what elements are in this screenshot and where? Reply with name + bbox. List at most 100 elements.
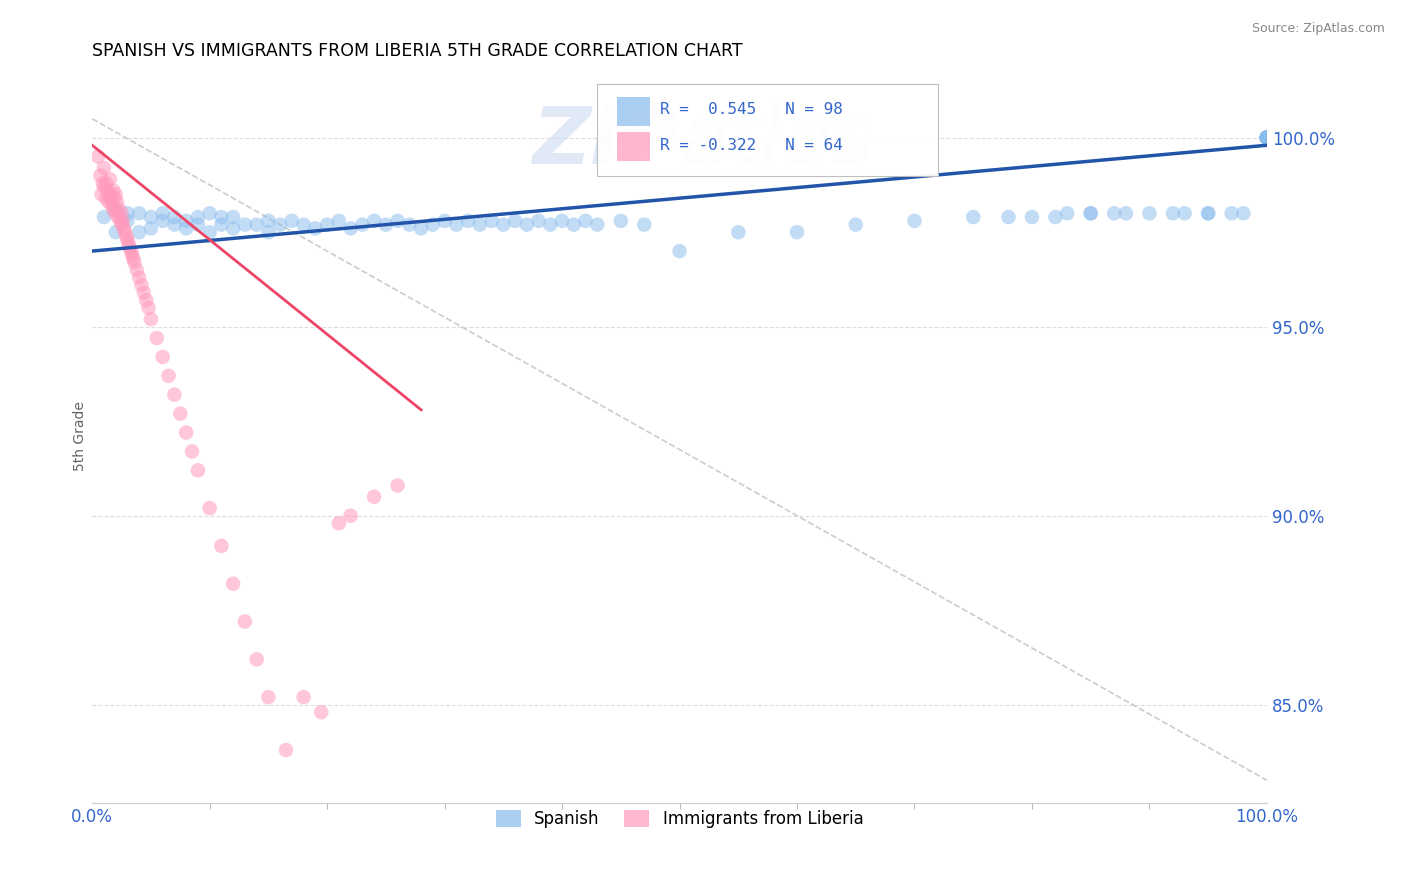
Text: atlas: atlas [679,103,875,181]
Point [786,225,808,239]
Point [446,218,468,232]
Point [118,240,141,254]
Point [163,210,186,224]
Point [96,176,118,190]
Point [128,206,150,220]
Point [586,218,609,232]
Point [125,263,148,277]
Point [198,225,221,239]
Point [257,690,280,705]
Point [122,252,145,266]
Point [633,218,655,232]
Point [91,176,114,190]
Point [292,690,315,705]
Point [93,161,115,175]
Point [233,218,256,232]
Point [93,210,115,224]
Point [110,206,132,220]
Text: R = -0.322   N = 64: R = -0.322 N = 64 [659,137,842,153]
Point [128,225,150,239]
Point [108,202,131,217]
Point [198,501,221,516]
Point [246,652,269,666]
Point [110,214,132,228]
Point [1256,130,1278,145]
Point [107,210,129,224]
FancyBboxPatch shape [617,132,650,161]
Point [114,225,136,239]
Point [503,214,526,228]
Point [181,444,204,458]
Point [174,425,197,440]
Point [103,202,125,217]
Point [1256,130,1278,145]
Point [903,214,925,228]
Point [1197,206,1219,220]
Point [90,187,112,202]
Text: SPANISH VS IMMIGRANTS FROM LIBERIA 5TH GRADE CORRELATION CHART: SPANISH VS IMMIGRANTS FROM LIBERIA 5TH G… [93,42,742,60]
Point [187,218,209,232]
Point [104,202,127,217]
Point [1161,206,1184,220]
Point [363,214,385,228]
Point [152,214,174,228]
Point [110,218,132,232]
Point [1256,130,1278,145]
Point [309,705,332,719]
Point [339,508,361,523]
Point [124,255,146,269]
Point [117,206,139,220]
Point [328,214,350,228]
Legend: Spanish, Immigrants from Liberia: Spanish, Immigrants from Liberia [489,804,870,835]
Point [98,172,121,186]
Point [209,210,232,224]
Point [1232,206,1254,220]
Point [1256,130,1278,145]
Point [1256,130,1278,145]
Point [117,214,139,228]
Point [187,210,209,224]
Point [328,516,350,531]
Point [997,210,1019,224]
Point [1256,130,1278,145]
Point [457,214,479,228]
Point [1256,130,1278,145]
Point [1256,130,1278,145]
Point [198,206,221,220]
Point [433,214,456,228]
Point [1256,130,1278,145]
Point [138,301,160,315]
Point [1080,206,1102,220]
Point [152,350,174,364]
Point [1197,206,1219,220]
Point [117,236,139,251]
Point [87,150,110,164]
Point [727,225,749,239]
Point [98,187,121,202]
Point [422,218,444,232]
Point [104,187,127,202]
Point [117,233,139,247]
Point [157,368,180,383]
Point [96,184,118,198]
Point [131,278,153,293]
Point [363,490,385,504]
Point [1256,130,1278,145]
Point [281,214,304,228]
Point [610,214,633,228]
Point [269,218,291,232]
Point [962,210,984,224]
Point [139,210,162,224]
Point [163,388,186,402]
Point [89,169,111,183]
Point [1256,130,1278,145]
Point [135,293,157,308]
Point [132,285,155,300]
Point [516,218,538,232]
Point [1115,206,1137,220]
Point [668,244,690,258]
Text: Source: ZipAtlas.com: Source: ZipAtlas.com [1251,22,1385,36]
Point [538,218,561,232]
Point [316,218,339,232]
Point [398,218,420,232]
